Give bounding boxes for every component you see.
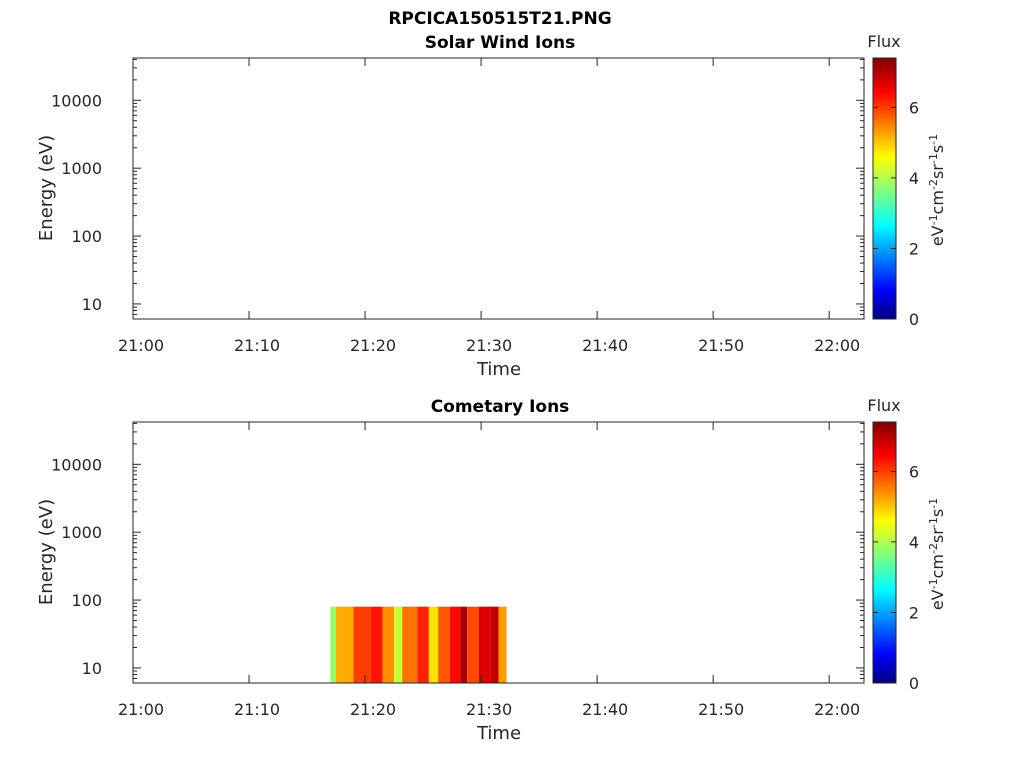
y-tick-label: 10000 — [51, 91, 102, 110]
x-tick-label: 21:40 — [582, 336, 628, 355]
x-tick-label: 21:20 — [350, 700, 396, 719]
colorbar-title: Flux — [867, 396, 900, 415]
x-ticks: 21:00 21:10 21:20 21:30 21:40 21:50 22:00 — [118, 58, 860, 355]
colorbar-tick-label: 4 — [909, 169, 919, 188]
heatmap-cell — [467, 606, 479, 683]
y-tick-label: 1000 — [61, 159, 102, 178]
y-ticks: 10 100 1000 10000 — [51, 422, 864, 684]
colorbar-tick-label: 2 — [909, 239, 919, 258]
heatmap-cell — [402, 606, 418, 683]
x-tick-label: 21:40 — [582, 700, 628, 719]
heatmap-cell — [478, 606, 491, 683]
y-axis-label: Energy (eV) — [36, 135, 57, 241]
y-tick-label: 100 — [71, 591, 102, 610]
colorbar-label: eV-1cm-2sr-1s-1 — [927, 498, 948, 610]
heatmap-cell — [428, 606, 439, 683]
x-tick-label: 21:00 — [118, 700, 164, 719]
panel-solar-wind: Solar Wind Ions 10 100 1000 10000 21:00 21:1… — [36, 32, 947, 380]
heatmap-cell — [460, 606, 468, 683]
y-ticks: 10 100 1000 10000 — [51, 58, 864, 320]
x-tick-label: 22:00 — [814, 700, 860, 719]
heatmap-cell — [438, 606, 450, 683]
x-axis-label: Time — [476, 723, 521, 744]
heatmap-cell — [449, 606, 461, 683]
colorbar-tick-label: 6 — [909, 462, 919, 481]
heatmap-cell — [336, 606, 354, 683]
y-tick-label: 10000 — [51, 455, 102, 474]
x-axis-label: Time — [476, 359, 521, 380]
y-axis-label: Energy (eV) — [36, 499, 57, 605]
y-tick-label: 1000 — [61, 523, 102, 542]
heatmap-cell — [330, 606, 337, 683]
x-tick-label: 21:30 — [466, 336, 512, 355]
colorbar-tick-label: 0 — [909, 310, 919, 329]
y-tick-label: 100 — [71, 227, 102, 246]
x-tick-label: 21:20 — [350, 336, 396, 355]
x-tick-label: 21:50 — [698, 700, 744, 719]
heatmap-cell — [498, 606, 507, 683]
x-tick-label: 22:00 — [814, 336, 860, 355]
heatmap-cell — [382, 606, 395, 683]
colorbar-tick-label: 2 — [909, 603, 919, 622]
y-tick-label: 10 — [82, 659, 102, 678]
heatmap-cell — [370, 606, 383, 683]
x-tick-label: 21:10 — [234, 700, 280, 719]
figure-title: RPCICA150515T21.PNG — [388, 9, 611, 29]
panel-title: Cometary Ions — [431, 397, 570, 417]
heatmap-cells — [330, 606, 507, 683]
colorbar-tick-label: 6 — [909, 98, 919, 117]
colorbar-tick-label: 4 — [909, 533, 919, 552]
x-tick-label: 21:50 — [698, 336, 744, 355]
heatmap-cell — [490, 606, 499, 683]
x-ticks: 21:00 21:10 21:20 21:30 21:40 21:50 22:00 — [118, 422, 860, 719]
y-tick-label: 10 — [82, 295, 102, 314]
panel-title: Solar Wind Ions — [425, 33, 576, 53]
colorbar-tick-label: 0 — [909, 674, 919, 693]
colorbar-label: eV-1cm-2sr-1s-1 — [927, 134, 948, 246]
heatmap-cell — [394, 606, 403, 683]
x-tick-label: 21:30 — [466, 700, 512, 719]
heatmap-cell — [417, 606, 429, 683]
colorbar-ticks: 0 2 4 6 — [873, 462, 919, 693]
colorbar-ticks: 0 2 4 6 — [873, 98, 919, 329]
colorbar — [872, 57, 897, 320]
colorbar-title: Flux — [867, 32, 900, 51]
heatmap-cell — [353, 606, 371, 683]
plot-frame — [132, 57, 865, 320]
colorbar — [872, 421, 897, 684]
x-tick-label: 21:00 — [118, 336, 164, 355]
x-tick-label: 21:10 — [234, 336, 280, 355]
